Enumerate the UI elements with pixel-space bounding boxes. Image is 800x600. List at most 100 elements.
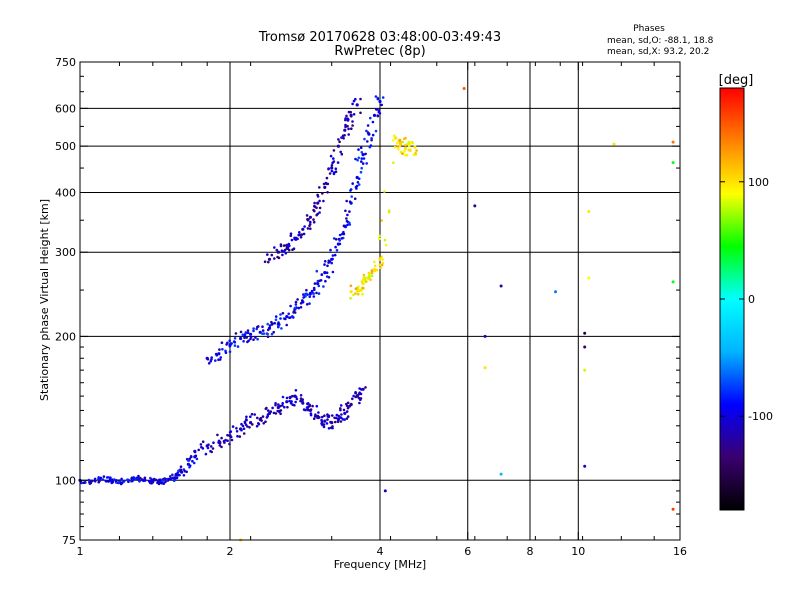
echo-point <box>321 423 324 427</box>
echo-point <box>226 433 229 437</box>
echo-point <box>295 397 299 401</box>
echo-point <box>279 317 282 320</box>
echo-point <box>270 332 274 336</box>
echo-point <box>340 152 344 156</box>
echo-point <box>322 285 325 288</box>
echo-point <box>333 253 337 257</box>
echo-point <box>218 348 221 351</box>
echo-point <box>330 261 334 265</box>
stats-o-mode: mean, sd,O: -88.1, 18.8 <box>607 36 714 46</box>
trace-point <box>408 148 412 152</box>
echo-point <box>347 133 351 136</box>
scatter-point <box>383 489 387 493</box>
chart-title: Tromsø 20170628 03:48:00-03:49:43 <box>258 30 501 45</box>
echo-point <box>236 434 239 438</box>
echo-point <box>164 480 167 484</box>
x-tick-label: 4 <box>377 545 384 558</box>
echo-point <box>296 298 299 301</box>
echo-point <box>362 157 366 160</box>
echo-point <box>376 114 380 117</box>
echo-point <box>331 257 334 261</box>
echo-point <box>371 133 375 137</box>
echo-point <box>327 259 331 263</box>
trace-point <box>336 242 340 246</box>
echo-point <box>370 269 374 273</box>
echo-point <box>351 397 354 401</box>
echo-point <box>101 478 105 481</box>
echo-point <box>318 206 322 210</box>
echo-point <box>335 416 338 420</box>
echo-point <box>257 325 260 328</box>
echo-point <box>241 333 245 337</box>
trace-point <box>249 332 253 336</box>
x-axis-label: Frequency [MHz] <box>334 558 426 571</box>
echo-point <box>357 288 361 292</box>
echo-point <box>363 137 366 141</box>
echo-point <box>281 404 284 407</box>
echo-point <box>346 406 350 410</box>
echo-point <box>360 166 364 170</box>
echo-point <box>320 273 324 276</box>
trace-point <box>217 440 221 444</box>
echo-point <box>93 477 97 481</box>
scatter-point <box>583 345 587 349</box>
echo-point <box>332 160 336 163</box>
echo-point <box>273 321 277 325</box>
echo-point <box>350 402 353 406</box>
y-tick-label: 400 <box>55 186 76 199</box>
echo-point <box>212 441 215 445</box>
echo-point <box>323 414 326 418</box>
echo-point <box>206 446 210 450</box>
echo-point <box>255 327 258 331</box>
echo-point <box>305 214 309 217</box>
echo-point <box>287 248 291 252</box>
echo-point <box>276 255 279 259</box>
echo-point <box>249 336 253 339</box>
echo-point <box>357 292 360 296</box>
trace-point <box>403 146 408 150</box>
echo-point <box>301 398 305 401</box>
echo-point <box>331 425 334 428</box>
echo-point <box>297 306 301 310</box>
echo-point <box>346 415 350 418</box>
echo-point <box>308 223 312 226</box>
echo-point <box>296 237 299 241</box>
echo-point <box>89 479 93 483</box>
echo-point <box>354 157 357 161</box>
echo-point <box>253 413 256 416</box>
echo-point <box>318 199 321 203</box>
trace-point <box>323 419 327 423</box>
echo-point <box>338 239 342 242</box>
echo-point <box>392 161 395 165</box>
echo-point <box>261 332 264 336</box>
echo-point <box>82 481 85 485</box>
echo-point <box>414 152 417 155</box>
echo-point <box>207 443 210 447</box>
echo-point <box>326 264 329 268</box>
y-tick-label: 75 <box>62 534 76 547</box>
trace-point <box>239 336 243 341</box>
echo-point <box>294 389 298 392</box>
echo-point <box>281 402 285 405</box>
echo-point <box>120 477 123 481</box>
echo-point <box>396 145 400 148</box>
echo-point <box>360 151 364 154</box>
echo-point <box>228 339 231 343</box>
echo-point <box>325 182 329 186</box>
echo-point <box>300 233 304 236</box>
echo-point <box>359 170 363 174</box>
echo-point <box>289 232 293 235</box>
trace-point <box>301 300 305 304</box>
echo-point <box>251 423 254 426</box>
echo-point <box>380 263 384 267</box>
echo-point <box>330 169 334 173</box>
echo-point <box>339 420 343 423</box>
trace-point <box>355 175 359 180</box>
echo-point <box>313 415 317 418</box>
echo-point <box>299 394 303 397</box>
trace-point <box>285 400 289 404</box>
echo-point <box>329 420 332 424</box>
echo-point <box>265 332 269 335</box>
echo-point <box>377 110 381 114</box>
echo-point <box>197 448 200 452</box>
